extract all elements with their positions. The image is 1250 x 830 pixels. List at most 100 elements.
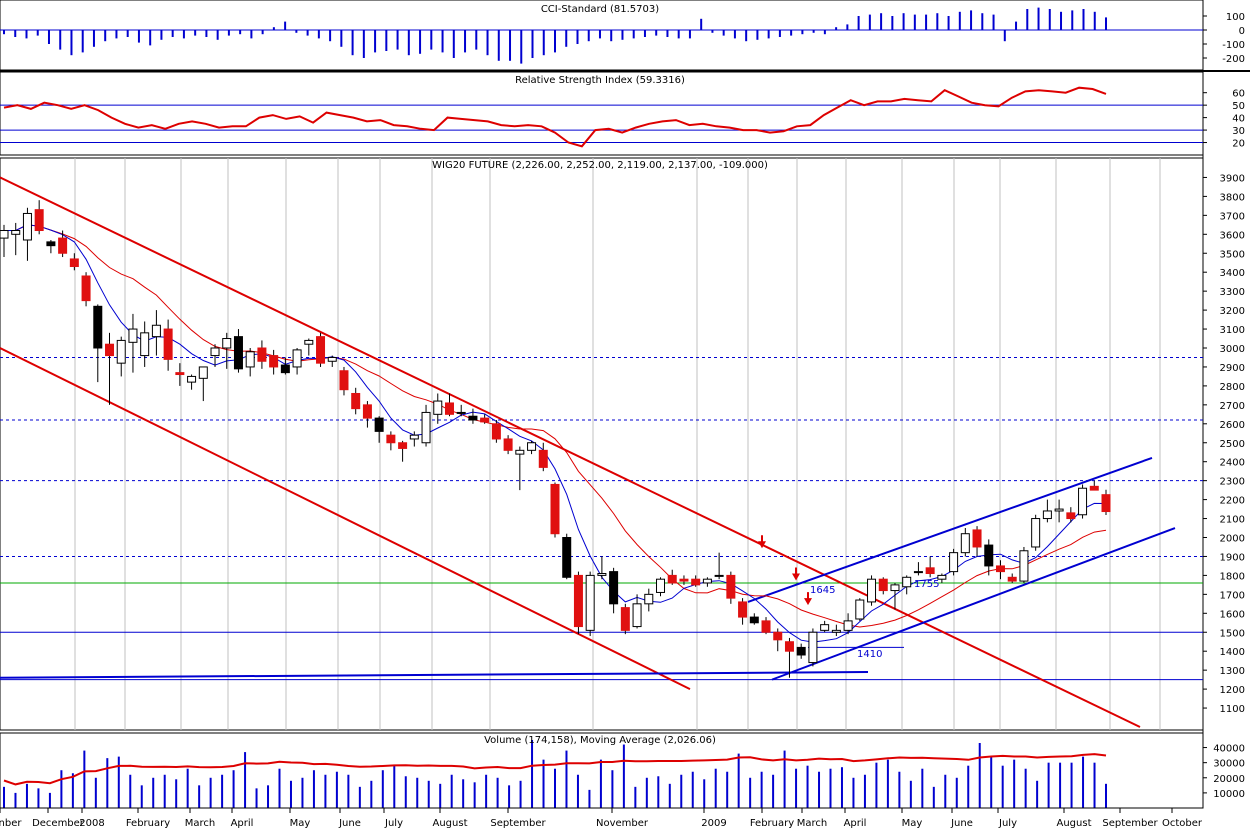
candle-body: [421, 411, 431, 444]
price-tick-label: 1800: [1220, 571, 1245, 582]
candle-body: [843, 620, 853, 631]
candle-body: [691, 578, 701, 586]
panel-frame: [0, 157, 1204, 731]
price-tick-label: 3700: [1220, 211, 1245, 222]
candle-body: [749, 616, 759, 624]
candle-body: [784, 641, 794, 652]
rsi-tick-label: 20: [1232, 139, 1245, 150]
x-tick-label: April: [231, 818, 254, 829]
candle-body: [913, 571, 923, 574]
candle-body: [491, 423, 501, 440]
price-tick-label: 3800: [1220, 192, 1245, 203]
candle-body: [761, 620, 771, 633]
candle-body: [878, 578, 888, 592]
x-tick-label: 2009: [701, 818, 726, 829]
price-tick-label: 2000: [1220, 534, 1245, 545]
cci-tick-label: -200: [1222, 54, 1245, 65]
candle-body: [738, 601, 748, 618]
candle-body: [1007, 576, 1017, 582]
x-tick-label: February: [750, 818, 794, 829]
candle-body: [960, 533, 970, 554]
cci-title: CCI-Standard (81.5703): [541, 4, 659, 15]
x-tick-label: March: [797, 818, 827, 829]
price-title: WIG20 FUTURE (2,226.00, 2,252.00, 2,119.…: [432, 160, 768, 171]
price-tick-label: 1200: [1220, 685, 1245, 696]
candle-body: [855, 599, 865, 620]
x-tick-label: July: [998, 818, 1017, 829]
price-tick-label: 1300: [1220, 666, 1245, 677]
volume-tick-label: 20000: [1213, 774, 1245, 785]
candle-body: [409, 434, 419, 440]
candle-body: [1089, 485, 1099, 491]
candle-body: [831, 629, 841, 633]
price-tick-label: 1400: [1220, 647, 1245, 658]
x-tick-label: July: [384, 818, 403, 829]
x-tick-label: May: [902, 818, 923, 829]
candle-body: [796, 646, 806, 656]
price-tick-label: 2800: [1220, 382, 1245, 393]
candle-body: [316, 336, 326, 364]
x-tick-label: May: [290, 818, 311, 829]
cci-tick-label: -100: [1222, 40, 1245, 51]
uptrend-line: [0, 671, 869, 679]
uptrend-line: [771, 527, 1176, 681]
candle-body: [0, 230, 9, 239]
candle-body: [702, 578, 712, 584]
candle-body: [867, 578, 877, 603]
candle-body: [573, 574, 583, 628]
x-tick-label: February: [126, 818, 170, 829]
downtrend-line: [0, 176, 1141, 728]
candle-body: [597, 573, 607, 576]
candle-body: [984, 544, 994, 567]
x-tick-label: August: [433, 818, 468, 829]
moving-average-fast: [4, 224, 1107, 643]
price-tick-label: 3200: [1220, 306, 1245, 317]
candle-body: [585, 574, 595, 631]
x-tick-label: October: [1162, 818, 1203, 829]
candle-body: [327, 356, 337, 362]
candle-body: [773, 631, 783, 641]
candle-body: [46, 241, 56, 247]
arrow-down-icon: [804, 592, 812, 606]
cci-tick-label: 0: [1239, 26, 1245, 37]
price-tick-label: 1100: [1220, 704, 1245, 715]
price-tick-label: 1500: [1220, 628, 1245, 639]
x-tick-label: August: [1057, 818, 1092, 829]
candle-body: [444, 402, 454, 415]
candle-body: [339, 370, 349, 391]
candle-body: [550, 483, 560, 535]
candle-body: [151, 324, 161, 338]
candle-body: [175, 372, 185, 376]
candle-body: [726, 574, 736, 599]
price-tick-label: 2200: [1220, 496, 1245, 507]
candle-body: [140, 332, 150, 357]
volume-tick-label: 30000: [1213, 759, 1245, 770]
arrow-down-icon: [758, 535, 766, 549]
candle-body: [105, 343, 115, 357]
uptrend-line: [747, 456, 1153, 603]
candle-body: [620, 607, 630, 631]
candle-body: [233, 336, 243, 370]
candle-body: [456, 411, 466, 414]
candle-body: [1042, 510, 1052, 520]
price-tick-label: 2700: [1220, 401, 1245, 412]
cci-panel: [0, 7, 1203, 64]
candle-body: [433, 400, 443, 415]
volume-title: Volume (174,158), Moving Average (2,026.…: [484, 735, 716, 746]
candle-body: [820, 624, 830, 631]
x-tick-label: September: [490, 818, 546, 829]
cci-tick-label: 100: [1226, 12, 1245, 23]
candle-body: [198, 366, 208, 379]
x-tick-label: nber: [0, 818, 22, 829]
candle-body: [34, 209, 44, 232]
candle-body: [527, 442, 537, 451]
candle-body: [632, 603, 642, 628]
candle-body: [128, 328, 138, 343]
candle-body: [22, 212, 32, 241]
volume-moving-average: [3, 753, 1107, 786]
candle-body: [210, 347, 220, 357]
candle-body: [222, 338, 232, 349]
candle-body: [351, 392, 361, 410]
arrow-down-icon: [792, 567, 800, 581]
rsi-tick-label: 40: [1232, 114, 1245, 125]
